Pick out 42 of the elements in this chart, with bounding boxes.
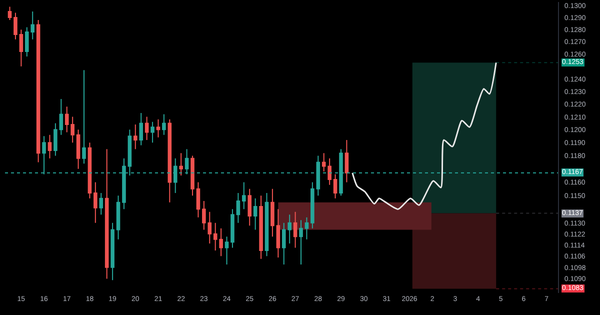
candlestick bbox=[76, 129, 80, 170]
candlestick bbox=[59, 98, 64, 136]
candlestick bbox=[196, 182, 200, 218]
candlestick bbox=[104, 148, 109, 280]
candlestick bbox=[230, 208, 234, 248]
candlestick bbox=[54, 122, 58, 156]
candlestick bbox=[270, 188, 274, 238]
candlestick bbox=[276, 208, 280, 258]
candlestick bbox=[162, 114, 166, 136]
candlestick bbox=[168, 118, 172, 203]
candlestick bbox=[144, 116, 149, 141]
candlestick bbox=[82, 70, 86, 164]
candlestick bbox=[36, 19, 40, 163]
candlestick bbox=[333, 174, 338, 199]
candlestick bbox=[110, 222, 114, 281]
candlestick bbox=[236, 192, 240, 224]
candlestick bbox=[19, 29, 24, 67]
candlestick bbox=[310, 182, 314, 229]
candlestick bbox=[14, 12, 18, 40]
candlestick bbox=[150, 121, 154, 144]
candlestick bbox=[293, 211, 298, 248]
candlestick bbox=[48, 134, 52, 159]
candlestick bbox=[190, 155, 194, 196]
candlestick bbox=[8, 6, 12, 20]
candlestick bbox=[88, 142, 92, 199]
candlestick bbox=[179, 152, 183, 176]
candlestick bbox=[304, 216, 309, 240]
candlestick bbox=[248, 188, 252, 226]
candlestick bbox=[299, 220, 303, 266]
candlestick bbox=[134, 124, 138, 150]
candlestick bbox=[116, 195, 120, 240]
candlestick bbox=[156, 118, 160, 138]
candlestick bbox=[253, 198, 258, 230]
candlestick bbox=[259, 195, 263, 260]
line-series bbox=[352, 62, 497, 210]
candlestick bbox=[99, 192, 104, 216]
candlestick bbox=[139, 112, 144, 146]
candlestick bbox=[94, 182, 98, 224]
candlestick bbox=[264, 192, 269, 257]
candlestick bbox=[344, 140, 349, 183]
candlestick bbox=[224, 236, 229, 266]
candlestick bbox=[242, 182, 246, 210]
